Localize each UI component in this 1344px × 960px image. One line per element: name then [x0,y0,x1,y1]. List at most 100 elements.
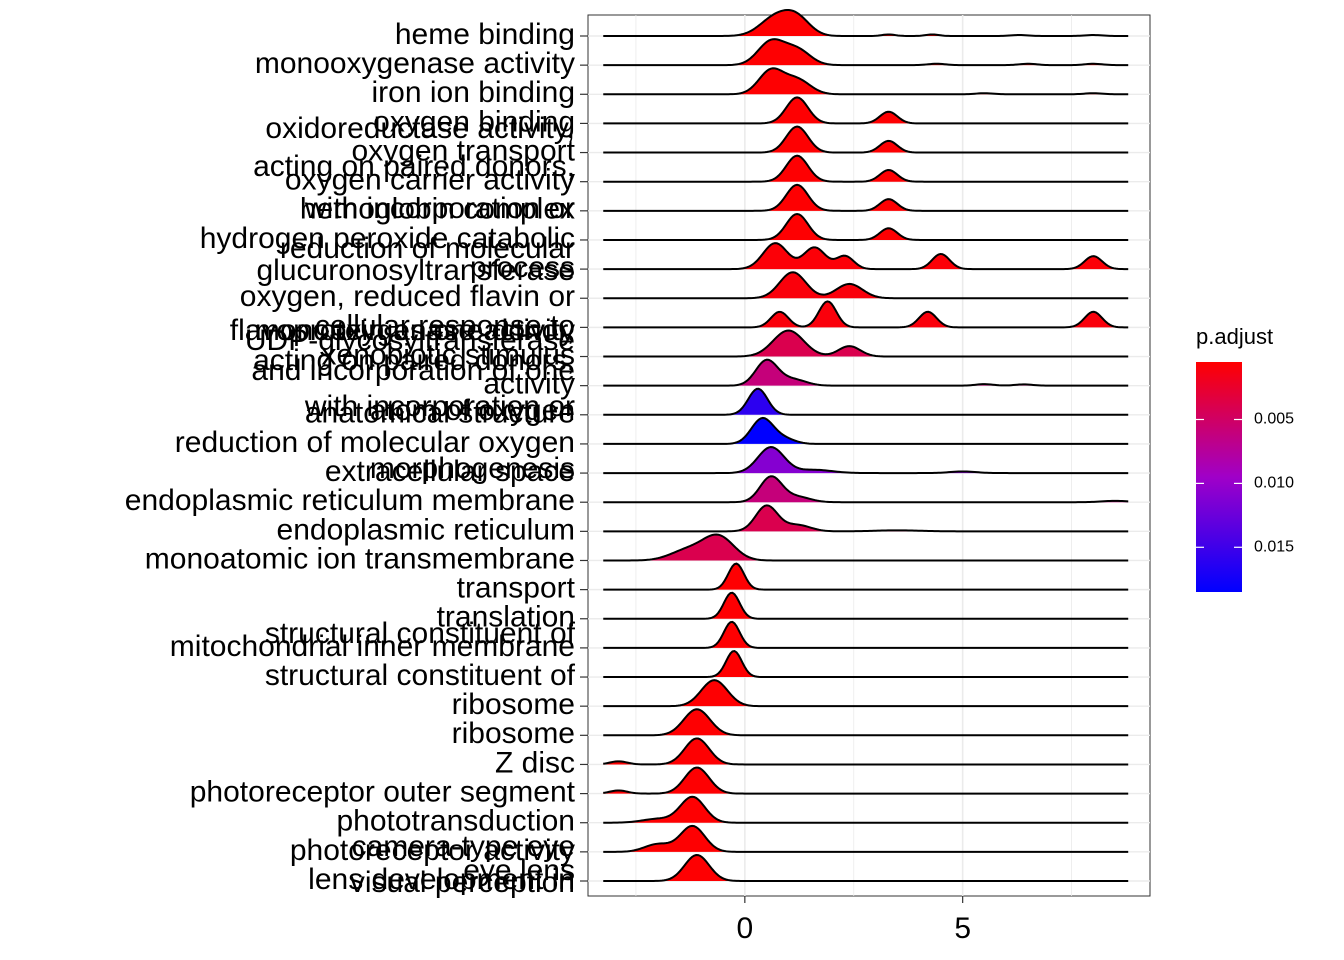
ridge-outline [603,67,1129,96]
y-tick-label: monoatomic ion transmembrane [145,542,575,575]
ridge-fill [603,621,1129,648]
y-tick-label: reduction of molecular oxygen [175,426,575,459]
y-tick-label: photoreceptor outer segment [190,776,576,809]
ridge-outline [603,271,1129,300]
ridge-fill [603,272,1129,299]
ridges [603,8,1129,882]
ridge-fill [603,796,1129,823]
y-tick-label: anatomical structure [305,397,575,430]
y-tick-label-overlap: and incorporation of one [251,354,575,387]
ridge-outline [603,708,1129,737]
ridge-outline [603,679,1129,708]
ridge-outline [603,591,1129,620]
y-tick-label: transport [457,572,576,605]
y-tick-label: xenobiotic stimulus [322,338,575,371]
ridge-outline [603,766,1129,795]
y-tick-label: hydrogen peroxide catabolic [200,222,575,255]
legend-tick-label: 0.010 [1254,475,1294,492]
y-tick-label: ribosome [452,717,575,750]
ridge-outline [603,125,1129,154]
y-tick-label-overlap: acting on paired donors, [253,344,575,377]
legend: p.adjust 0.005 0.010 0.015 [1196,324,1294,592]
ridge-fill [603,680,1129,707]
ridge-fill [603,825,1129,852]
ridge-fill [603,534,1129,561]
y-tick-label-overlap: visual perception [350,866,575,899]
legend-title: p.adjust [1196,324,1273,349]
ridge-outline [603,387,1129,416]
ridge-outline [603,795,1129,824]
ridge-outline [603,737,1129,766]
ridge-outline [603,154,1129,183]
ridge-outline [603,183,1129,212]
plot-panel [587,14,1151,897]
y-tick-label: endoplasmic reticulum [277,513,575,546]
legend-tick-label: 0.015 [1254,538,1294,555]
ridge-outline [603,475,1129,504]
ridge-outline [603,562,1129,591]
y-tick-label-overlap: acting on paired donors, [253,150,575,183]
y-tick-label-overlap: with incorporation or [304,192,575,225]
ridge-outline [603,242,1129,271]
y-tick-label: cellular response to [315,309,575,342]
y-tick-label: ribosome [452,688,575,721]
legend-colorbar [1196,362,1242,592]
y-tick-label-overlap: UDP-glycosyltransferase [245,324,575,357]
y-tick-label-overlap: reduction of molecular [280,232,575,265]
y-tick-label-overlap: monooxygenase activity [255,314,575,347]
ridge-fill [603,651,1129,678]
y-tick-label-overlap: oxidoreductase activity, [265,112,575,145]
y-tick-label: activity [483,368,575,401]
y-tick-label-overlap: morphogenesis [370,452,575,485]
y-tick-label: phototransduction [336,805,575,838]
ridge-fill [603,738,1129,765]
y-tick-label: oxygen binding [373,105,575,138]
legend-ticks: 0.005 0.010 0.015 [1196,411,1294,556]
ridge-outline [603,416,1129,445]
ridge-fill [603,563,1129,590]
y-tick-label: oxygen transport [352,134,576,167]
ridge-fill [603,855,1129,881]
ridge-outline [603,649,1129,679]
y-tick-label: translation [437,601,575,634]
ridge-fill [603,592,1129,619]
y-tick-label-overlap: with incorporation or [304,390,575,423]
y-tick-label: oxygen, reduced flavin or [240,280,575,313]
ridge-outline [603,358,1129,387]
y-tick-label-overlap: atom of oxygen [370,394,575,427]
ridge-fill [603,709,1129,736]
y-tick-label: iron ion binding [372,76,575,109]
ridge-fill [603,767,1129,794]
y-tick-label: Z disc [495,746,575,779]
x-tick-label: 5 [954,912,971,945]
y-tick-label: hemoglobin complex [300,193,575,226]
ridge-outline [603,300,1129,329]
y-tick-label: mitochondrial inner membrane [170,630,575,663]
y-tick-label: endoplasmic reticulum membrane [125,484,575,517]
y-tick-label: heme binding [395,18,575,51]
y-tick-label: oxygen carrier activity [285,164,575,197]
legend-tick-label: 0.005 [1254,411,1294,428]
ridge-outline [603,504,1129,533]
ridge-outline [603,853,1129,882]
y-tick-label: extracellular space [325,455,575,488]
ridge-outline [603,824,1129,853]
y-tick-label-overlap: flavoprotein as one donor, [230,314,575,347]
y-tick-label-overlap: glucuronosyltransferase [256,254,575,287]
ridge-outline [603,38,1129,67]
y-tick-label: monooxygenase activity [255,47,575,80]
ridge-outline [603,8,1129,37]
ridge-outline [603,620,1129,649]
x-tick-label: 0 [736,912,753,945]
y-tick-label-overlap: eye lens [463,854,575,887]
y-tick-label-overlap: structural constituent of [265,617,576,650]
y-tick-label: structural constituent of [265,659,576,692]
y-tick-label: photoreceptor activity [290,834,575,867]
ridge-outline [603,329,1129,358]
ridge-outline [603,212,1129,241]
ridge-outline [603,446,1129,475]
ridge-outline [603,533,1129,562]
